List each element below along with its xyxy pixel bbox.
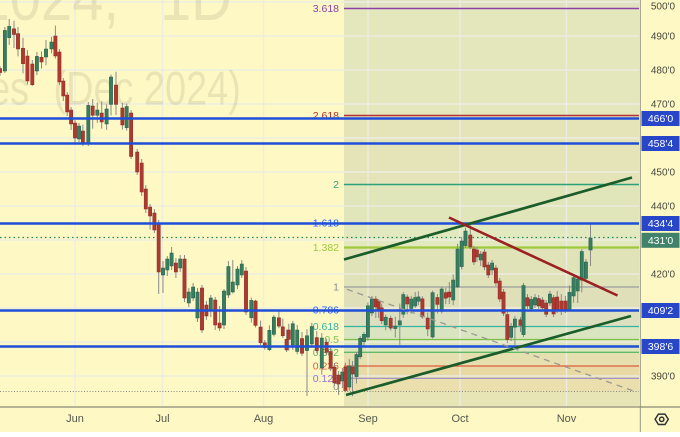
svg-text:500'0: 500'0 [651, 2, 676, 13]
svg-text:480'0: 480'0 [651, 66, 676, 77]
svg-text:1D: 1D [160, 0, 232, 34]
svg-text:0.125: 0.125 [313, 373, 339, 385]
svg-text:Aug: Aug [254, 413, 274, 425]
svg-text:409'2: 409'2 [648, 305, 674, 317]
svg-text:466'0: 466'0 [648, 113, 674, 125]
svg-text:431'0: 431'0 [648, 235, 674, 247]
svg-text:2.618: 2.618 [313, 110, 339, 122]
svg-text:398'6: 398'6 [648, 341, 674, 353]
svg-text:Nov: Nov [557, 413, 577, 425]
svg-text:Oct: Oct [451, 413, 468, 425]
svg-text:Jul: Jul [155, 413, 169, 425]
svg-text:3.618: 3.618 [313, 3, 339, 15]
svg-text:440'0: 440'0 [651, 202, 676, 213]
svg-text:420'0: 420'0 [651, 270, 676, 281]
svg-text:1: 1 [333, 282, 339, 294]
svg-text:490'0: 490'0 [651, 32, 676, 43]
svg-text:390'0: 390'0 [651, 372, 676, 383]
svg-text:Sep: Sep [358, 413, 378, 425]
svg-text:Jun: Jun [66, 413, 84, 425]
svg-text:470'0: 470'0 [651, 100, 676, 111]
svg-text:1.382: 1.382 [313, 242, 339, 254]
svg-text:0.618: 0.618 [313, 321, 339, 333]
svg-text:2: 2 [333, 179, 339, 191]
svg-text:450'0: 450'0 [651, 168, 676, 179]
svg-text:0: 0 [333, 381, 339, 393]
svg-text:(Dec 2024): (Dec 2024) [54, 63, 241, 116]
svg-text:434'4: 434'4 [648, 218, 674, 230]
svg-text:ZCZ2024,: ZCZ2024, [0, 0, 119, 34]
svg-text:458'4: 458'4 [648, 138, 674, 150]
